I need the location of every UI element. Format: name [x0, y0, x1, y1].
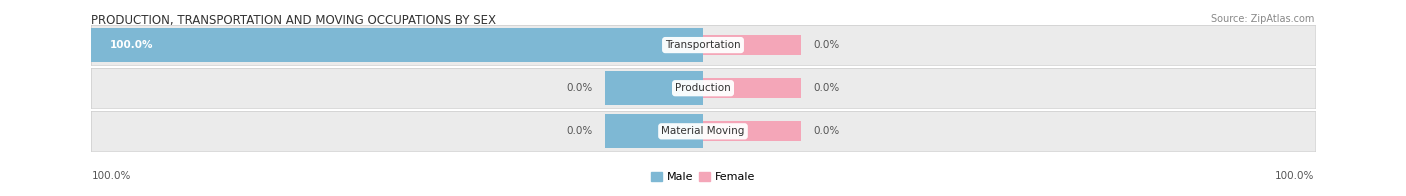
- Bar: [703, 78, 801, 98]
- Bar: [703, 121, 801, 141]
- Text: 0.0%: 0.0%: [567, 126, 593, 136]
- Text: Production: Production: [675, 83, 731, 93]
- Bar: [703, 121, 801, 141]
- Bar: [703, 78, 801, 98]
- Bar: [605, 71, 703, 105]
- Text: 0.0%: 0.0%: [567, 83, 593, 93]
- Text: PRODUCTION, TRANSPORTATION AND MOVING OCCUPATIONS BY SEX: PRODUCTION, TRANSPORTATION AND MOVING OC…: [91, 14, 496, 27]
- Legend: Male, Female: Male, Female: [647, 167, 759, 187]
- Text: Transportation: Transportation: [665, 40, 741, 50]
- Text: 0.0%: 0.0%: [813, 126, 839, 136]
- Text: Source: ZipAtlas.com: Source: ZipAtlas.com: [1211, 14, 1315, 24]
- Text: 0.0%: 0.0%: [813, 40, 839, 50]
- Bar: [91, 28, 703, 62]
- Bar: [703, 35, 801, 55]
- Text: 100.0%: 100.0%: [91, 171, 131, 181]
- Bar: [703, 35, 801, 55]
- Text: 0.0%: 0.0%: [813, 83, 839, 93]
- Text: Material Moving: Material Moving: [661, 126, 745, 136]
- Text: 100.0%: 100.0%: [110, 40, 153, 50]
- Text: 100.0%: 100.0%: [1275, 171, 1315, 181]
- Bar: [605, 114, 703, 148]
- Bar: [605, 28, 703, 62]
